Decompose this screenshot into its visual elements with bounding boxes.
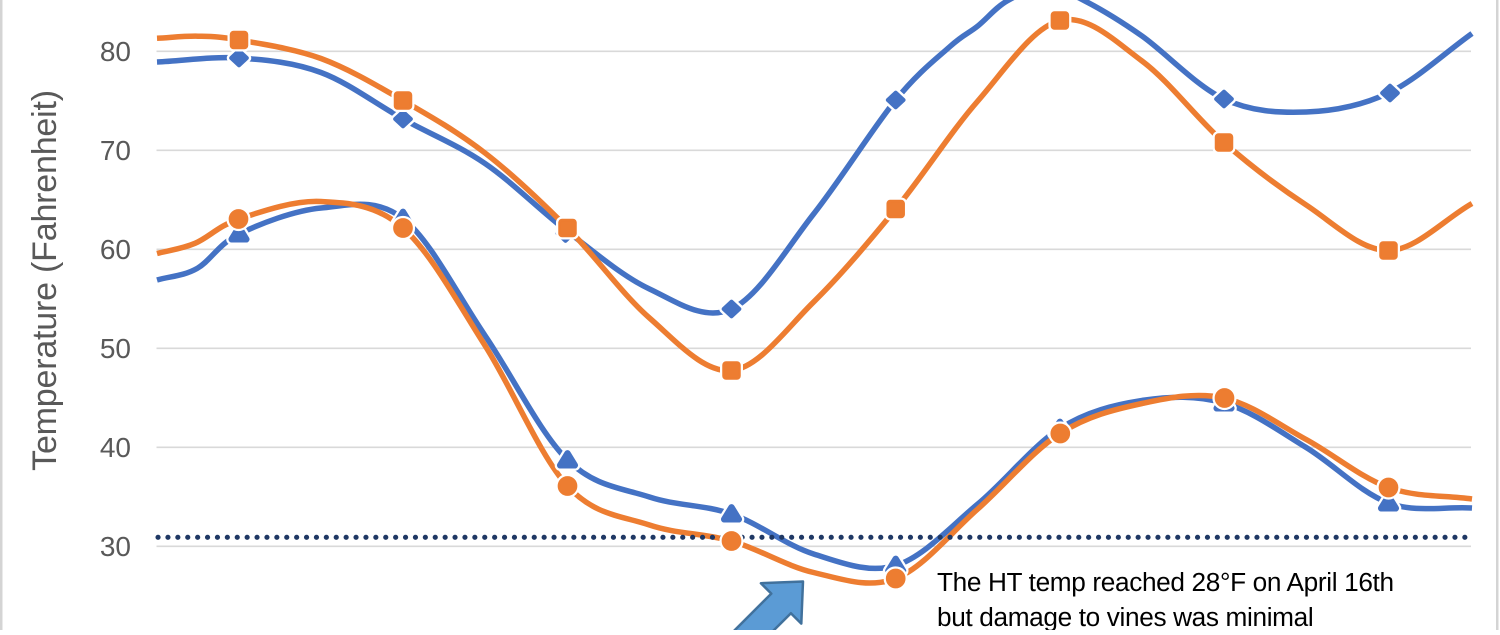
svg-text:40: 40: [100, 432, 131, 463]
svg-text:Temperature (Fahrenheit): Temperature (Fahrenheit): [26, 90, 64, 471]
svg-text:60: 60: [100, 234, 131, 265]
svg-text:The HT temp reached 28°F on Ap: The HT temp reached 28°F on April 16th: [937, 567, 1394, 597]
svg-text:but damage to vines was minima: but damage to vines was minimal: [937, 602, 1313, 630]
svg-text:70: 70: [100, 135, 131, 166]
svg-text:30: 30: [100, 531, 131, 562]
svg-text:50: 50: [100, 333, 131, 364]
svg-text:80: 80: [100, 36, 131, 67]
